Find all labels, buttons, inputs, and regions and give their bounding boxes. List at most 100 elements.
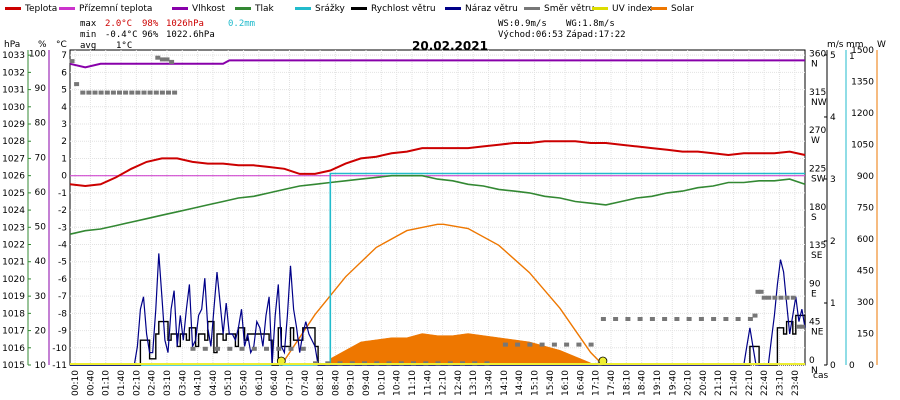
x-tick-14: 07:10	[285, 370, 295, 396]
tick-dir-name-8: N	[811, 60, 818, 70]
x-tick-group-8: 04:10	[194, 370, 204, 396]
x-tick-group-5: 02:40	[148, 370, 158, 396]
point-wind-dir-71	[758, 289, 764, 294]
x-tick-group-0: 00:10	[71, 370, 81, 396]
x-tick-47: 23:40	[791, 370, 801, 396]
x-tick-group-25: 12:40	[454, 370, 464, 396]
x-tick-7: 03:40	[178, 370, 188, 396]
tick-solar-3: 450	[857, 267, 874, 277]
x-tick-0: 00:10	[71, 370, 81, 396]
point-wind-dir-73	[766, 295, 772, 300]
tick-temp-5: -6	[58, 275, 67, 285]
tick-humidity-1: 20	[35, 326, 47, 336]
x-axis-label: čas	[813, 370, 828, 381]
tick-pressure-7: 1022	[2, 241, 25, 251]
point-wind-dir-21	[169, 59, 175, 64]
point-wind-dir-19	[159, 57, 165, 62]
point-wind-dir-17	[172, 90, 178, 95]
x-tick-3: 01:40	[117, 370, 127, 396]
point-wind-dir-72	[761, 295, 767, 300]
legend-swatch-0	[5, 7, 21, 10]
point-wind-dir-28	[264, 346, 269, 351]
x-tick-group-21: 10:40	[393, 370, 403, 396]
x-tick-17: 08:40	[331, 370, 341, 396]
series-pressure	[69, 174, 806, 235]
point-wind-dir-29	[276, 346, 282, 351]
x-tick-group-39: 19:40	[668, 370, 678, 396]
tick-solar-6: 900	[857, 172, 874, 182]
x-tick-group-32: 16:10	[561, 370, 571, 396]
point-wind-dir-31	[300, 346, 306, 351]
x-tick-group-20: 10:10	[377, 370, 387, 396]
legend-swatch-6	[445, 7, 461, 10]
x-tick-group-35: 17:40	[607, 370, 617, 396]
point-wind-dir-50	[539, 342, 545, 347]
x-tick-group-24: 12:10	[439, 370, 449, 396]
point-wind-dir-56	[600, 317, 606, 321]
tick-dir-name-7: NW	[811, 98, 827, 108]
point-wind-dir-62	[674, 317, 680, 321]
x-tick-26: 13:10	[469, 370, 479, 396]
legend-swatch-4	[295, 7, 311, 10]
x-tick-5: 02:40	[148, 370, 158, 396]
x-tick-18: 09:10	[347, 370, 357, 396]
point-wind-dir-20	[164, 57, 170, 62]
x-tick-29: 14:40	[515, 370, 525, 396]
x-tick-group-33: 16:40	[576, 370, 586, 396]
x-tick-34: 17:10	[592, 370, 602, 396]
tick-temp-13: 2	[61, 137, 67, 147]
x-tick-group-6: 03:10	[163, 370, 173, 396]
x-tick-group-10: 05:10	[224, 370, 234, 396]
point-wind-dir-61	[662, 317, 668, 321]
axis-unit-rain: mm	[846, 40, 864, 50]
stat-label-max: max	[80, 19, 97, 29]
x-tick-group-28: 14:10	[500, 370, 510, 396]
tick-dir-deg-0: 0	[809, 356, 815, 366]
tick-pressure-1: 1016	[2, 344, 25, 354]
x-tick-31: 15:40	[546, 370, 556, 396]
x-tick-group-34: 17:10	[592, 370, 602, 396]
tick-solar-8: 1200	[851, 109, 874, 119]
tick-humidity-3: 40	[35, 257, 47, 267]
point-wind-dir-6	[104, 90, 110, 95]
series-solar-measured	[330, 333, 591, 366]
tick-wind-4: 4	[830, 113, 836, 123]
series-humidity	[69, 59, 805, 69]
x-tick-group-29: 14:40	[515, 370, 525, 396]
tick-dir-deg-6: 270	[809, 126, 826, 136]
tick-pressure-10: 1025	[2, 189, 25, 199]
tick-temp-8: -3	[58, 223, 67, 233]
x-tick-group-13: 06:40	[270, 370, 280, 396]
point-wind-dir-77	[790, 295, 796, 300]
wind-ws: WS:0.9m/s	[498, 19, 547, 29]
axis-unit-temp: °C	[56, 40, 67, 50]
tick-humidity-6: 70	[35, 153, 47, 163]
x-tick-group-3: 01:40	[117, 370, 127, 396]
x-tick-39: 19:40	[668, 370, 678, 396]
point-wind-dir-5	[98, 90, 104, 95]
tick-pressure-15: 1030	[2, 103, 25, 113]
x-tick-38: 19:10	[653, 370, 663, 396]
tick-humidity-0: 10	[35, 361, 47, 371]
x-tick-group-27: 13:40	[485, 370, 495, 396]
x-tick-46: 23:10	[775, 370, 785, 396]
tick-dir-name-2: E	[811, 289, 817, 299]
series-temperature	[69, 140, 806, 188]
plot-area	[69, 55, 806, 366]
legend-swatch-3	[235, 7, 251, 10]
x-tick-27: 13:40	[485, 370, 495, 396]
x-tick-13: 06:40	[270, 370, 280, 396]
point-wind-dir-65	[711, 317, 717, 321]
legend-swatch-2	[172, 7, 188, 10]
legend-label-5: Rychlost větru	[371, 4, 436, 14]
x-tick-group-41: 20:40	[699, 370, 709, 396]
stats-block: max min avg 2.0°C -0.4°C 1°C 98% 96% 102…	[80, 19, 626, 51]
point-wind-dir-30	[288, 346, 294, 351]
x-tick-21: 10:40	[393, 370, 403, 396]
point-wind-dir-0	[69, 59, 75, 64]
x-tick-10: 05:10	[224, 370, 234, 396]
legend-label-4: Srážky	[315, 4, 346, 14]
tick-dir-deg-2: 90	[809, 279, 821, 289]
tick-humidity-5: 60	[35, 188, 47, 198]
x-tick-16: 08:10	[316, 370, 326, 396]
